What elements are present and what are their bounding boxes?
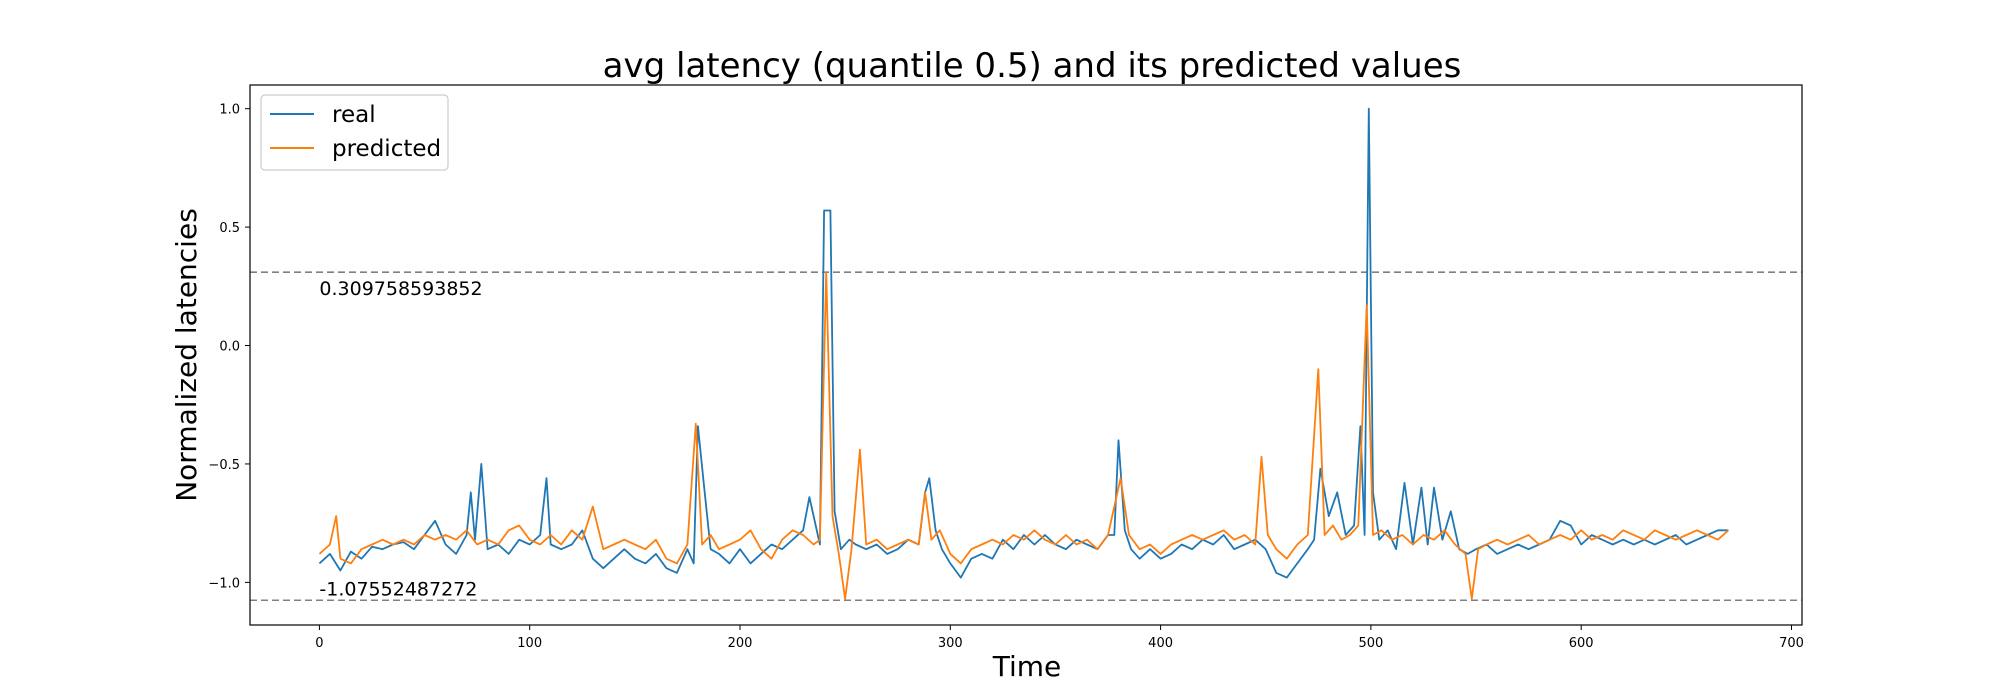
threshold-label-1: -1.07552487272 bbox=[319, 578, 477, 600]
y-axis: −1.0 −0.5 0.0 0.5 1.0 bbox=[208, 103, 250, 591]
x-tick-label: 0 bbox=[315, 636, 323, 651]
x-tick-label: 100 bbox=[517, 636, 542, 651]
x-tick-label: 200 bbox=[728, 636, 753, 651]
y-tick-label: −1.0 bbox=[208, 576, 240, 591]
y-tick-label: 0.0 bbox=[219, 340, 240, 355]
chart-title: avg latency (quantile 0.5) and its predi… bbox=[603, 46, 1462, 86]
series-line-predicted bbox=[318, 271, 1730, 600]
y-tick-label: −0.5 bbox=[208, 458, 240, 473]
legend-label-predicted: predicted bbox=[332, 136, 441, 162]
plot-area: 0.309758593852 -1.07552487272 bbox=[250, 107, 1802, 602]
x-axis: 0 100 200 300 400 500 600 700 bbox=[315, 625, 1804, 651]
plot-frame bbox=[249, 84, 1803, 626]
x-tick-label: 300 bbox=[938, 636, 963, 651]
x-tick-label: 600 bbox=[1569, 636, 1594, 651]
legend-label-real: real bbox=[332, 102, 376, 128]
threshold-label-0: 0.309758593852 bbox=[319, 278, 482, 300]
y-axis-title: Normalized latencies bbox=[170, 208, 203, 502]
series-line-real bbox=[318, 107, 1729, 579]
y-tick-label: 0.5 bbox=[219, 221, 240, 236]
x-tick-label: 700 bbox=[1779, 636, 1804, 651]
y-tick-label: 1.0 bbox=[219, 103, 240, 118]
x-axis-title: Time bbox=[992, 650, 1062, 683]
legend: real predicted bbox=[260, 94, 449, 171]
x-tick-label: 500 bbox=[1358, 636, 1383, 651]
x-tick-label: 400 bbox=[1148, 636, 1173, 651]
